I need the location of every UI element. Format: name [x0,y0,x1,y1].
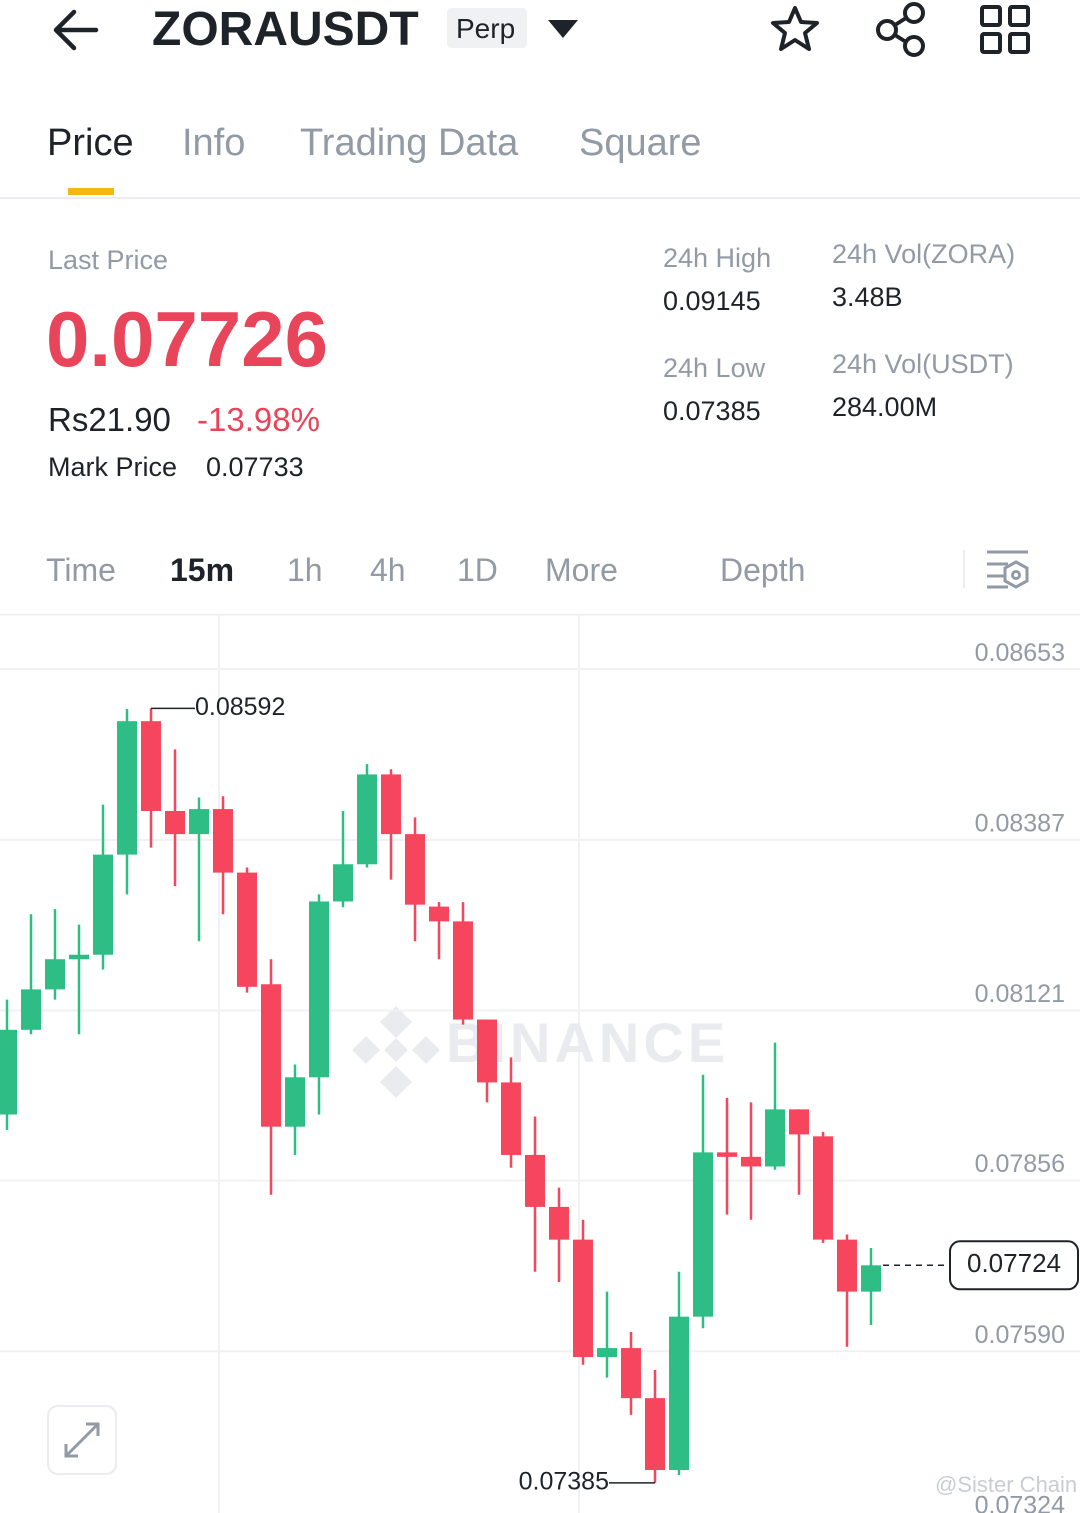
y-tick-label: 0.07856 [975,1150,1065,1178]
menu-icon[interactable] [980,5,1030,54]
interval[interactable]: Time [46,552,116,588]
price-change: -13.98% [197,401,320,438]
candle-body [453,921,473,1020]
candle-body [717,1152,737,1157]
share-icon[interactable] [876,2,925,57]
contract-badge: Perp [456,13,516,44]
low-marker-label: 0.07385 [519,1467,609,1495]
candle-body [357,774,377,865]
mark-price-label: Mark Price [48,452,178,482]
candle-body [549,1206,569,1240]
candle-body [309,901,329,1078]
last-price-label: 0.07724 [967,1248,1061,1278]
interval[interactable]: 4h [370,552,406,588]
stat-label: 24h Vol(ZORA) [832,239,1016,269]
y-tick-label: 0.08121 [975,980,1065,1008]
symbol-dropdown[interactable] [548,20,578,38]
favorite-icon[interactable] [771,6,819,51]
interval[interactable]: More [545,552,618,588]
interval[interactable]: 15m [170,552,235,588]
mark-price: 0.07733 [206,452,304,482]
candle-body [69,954,89,960]
candlestick-chart: BINANCE @Sister Chain 0.086530.083870.08… [0,614,1080,1513]
candle-body [333,864,353,902]
candle-body [141,721,161,811]
tab[interactable]: Trading Data [300,122,519,164]
candle-body [381,774,401,835]
tab-indicator [68,188,114,195]
candle-body [429,906,449,922]
candle-body [573,1239,593,1358]
stat-value: 3.48B [832,282,903,312]
y-tick-label: 0.07324 [975,1492,1065,1513]
tab[interactable]: Square [579,122,702,164]
stat-value: 0.09145 [663,286,761,316]
candle-body [405,834,425,905]
stat-label: 24h Low [663,353,766,383]
candle-body [189,809,209,835]
interval[interactable]: 1h [287,552,323,588]
expand-button[interactable] [47,1405,117,1475]
candle-body [669,1316,689,1471]
stat-label: 24h High [663,243,772,273]
watermark-logo [352,1006,440,1098]
credit: @Sister Chain [935,1472,1077,1497]
y-tick-label: 0.08653 [975,639,1065,667]
y-tick-label: 0.07590 [975,1321,1065,1349]
candle-body [789,1109,809,1135]
y-tick-label: 0.08387 [975,809,1065,837]
header-icons [0,2,1080,199]
last-price: 0.07726 [46,295,328,383]
interval[interactable]: Depth [720,552,806,588]
fiat-price: Rs21.90 [48,401,171,438]
back-button[interactable] [53,9,99,51]
tab[interactable]: Price [47,122,134,164]
candle-body [621,1348,641,1399]
candle-body [93,854,113,955]
stat-label: 24h Vol(USDT) [832,349,1014,379]
badge-bg [447,8,527,48]
candle-body [237,872,257,987]
chart-settings[interactable] [950,540,1050,600]
candle-body [741,1156,761,1167]
candle-body [861,1265,881,1292]
candle-body [285,1077,305,1127]
interval[interactable]: 1D [457,552,498,588]
candle-body [645,1398,665,1471]
candle-body [213,809,233,873]
candle-body [477,1019,497,1083]
candle-body [693,1152,713,1317]
candle-body [261,984,281,1127]
symbol-title: ZORAUSDT [152,3,419,56]
last-price-label: Last Price [48,245,169,275]
stat-value: 284.00M [832,392,938,422]
candle-body [165,810,185,835]
high-marker-label: 0.08592 [195,693,285,721]
candle-body [501,1082,521,1155]
candle-body [765,1109,785,1167]
tab[interactable]: Info [182,122,246,164]
candle-body [21,989,41,1030]
last-price-box [949,1240,1079,1291]
candle-body [597,1348,617,1358]
candle-body [45,959,65,990]
candle-body [837,1239,857,1292]
candle-body [0,1029,17,1115]
candle-body [525,1154,545,1207]
candle-body [813,1136,833,1240]
candle-body [117,721,137,855]
stat-value: 0.07385 [663,396,761,426]
